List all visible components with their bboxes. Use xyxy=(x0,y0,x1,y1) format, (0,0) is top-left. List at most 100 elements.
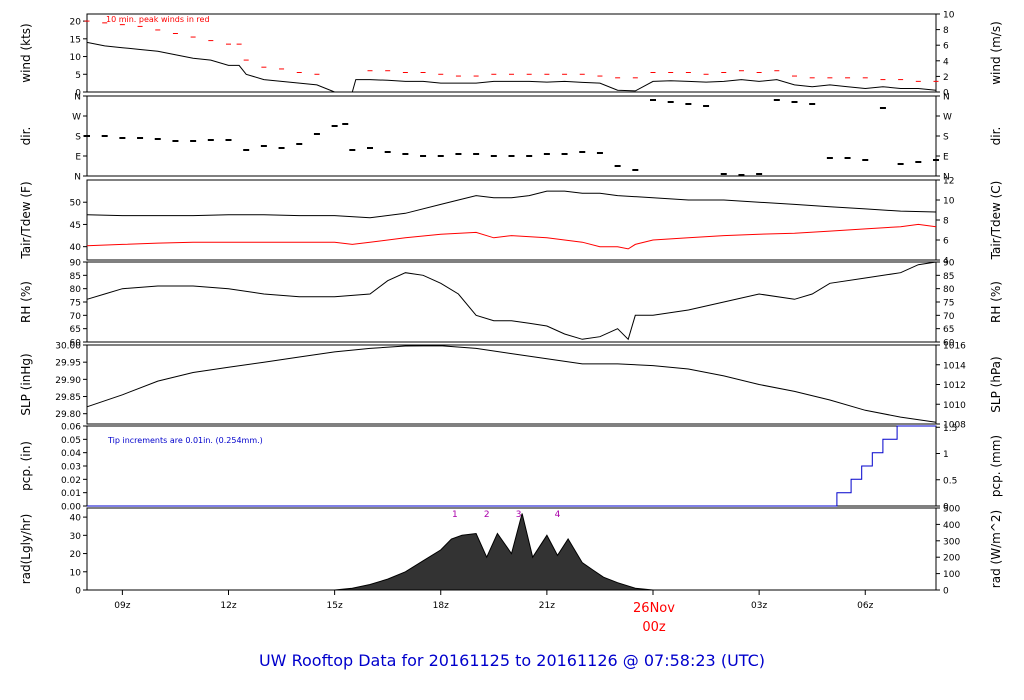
dir-point xyxy=(490,155,497,157)
left-tick-label-temp: 40 xyxy=(70,243,82,253)
right-tick-label-wind: 0 xyxy=(943,89,949,99)
right-tick-label-rh: 60 xyxy=(943,339,955,349)
right-tick-label-rh: 70 xyxy=(943,312,955,322)
ylabel-left-wind: wind (kts) xyxy=(19,23,33,82)
annotation-wind: 10 min. peak winds in red xyxy=(106,15,210,24)
dir-point xyxy=(650,99,656,101)
dir-point xyxy=(190,140,197,142)
dir-point xyxy=(685,103,692,105)
dir-point xyxy=(738,174,745,176)
right-tick-label-slp: 1010 xyxy=(943,401,966,411)
left-tick-label-rh: 65 xyxy=(70,325,81,335)
rad-marker: 1 xyxy=(452,510,458,520)
radiation-area xyxy=(334,513,654,591)
ylabel-left-rh: RH (%) xyxy=(19,281,33,323)
right-tick-label-wind: 4 xyxy=(943,57,949,67)
annotation-pcp: Tip increments are 0.01in. (0.254mm.) xyxy=(107,436,263,445)
right-tick-label-pcp: 1.5 xyxy=(943,424,957,434)
rad-marker: 4 xyxy=(555,510,561,520)
right-tick-label-rad: 500 xyxy=(943,505,960,515)
dir-point xyxy=(313,133,320,135)
dir-point xyxy=(437,155,444,157)
date-label-hour: 00z xyxy=(642,620,666,635)
dir-point xyxy=(561,153,568,155)
panel-frame-slp xyxy=(86,344,937,425)
left-tick-label-wind: 15 xyxy=(70,35,81,45)
left-tick-label-rad: 30 xyxy=(70,532,82,542)
series-line-temp-0 xyxy=(86,190,937,219)
dir-point xyxy=(349,149,356,151)
dir-point xyxy=(703,105,710,107)
x-tick-label: 09z xyxy=(114,601,130,611)
left-tick-label-rh: 60 xyxy=(70,339,82,349)
right-tick-label-dir: W xyxy=(943,113,952,123)
panel-frame-temp xyxy=(86,179,937,261)
series-line-rh-0 xyxy=(86,261,937,341)
left-tick-label-pcp: 0.01 xyxy=(61,489,81,499)
series-line-temp-1 xyxy=(86,223,937,250)
panel-temp: 40 45 50 4 6 8 10 12 Tair/Tdew (F) Tair/Tdew (C) xyxy=(19,177,1003,267)
right-tick-label-pcp: 1 xyxy=(943,450,949,460)
dir-point xyxy=(526,155,533,157)
panel-pcp: 0.00 0.01 0.02 0.03 0.04 0.05 0.06 0 0.5 1 1.5 pcp.… xyxy=(19,423,1003,513)
right-tick-label-rad: 400 xyxy=(943,521,960,531)
dir-point xyxy=(260,145,267,147)
right-tick-label-temp: 12 xyxy=(943,177,954,187)
right-tick-label-dir: N xyxy=(943,93,950,103)
dir-point xyxy=(596,152,603,154)
right-tick-label-wind: 10 xyxy=(943,11,955,21)
dir-point xyxy=(543,153,550,155)
panel-frame-wind xyxy=(86,13,937,93)
left-tick-label-temp: 50 xyxy=(70,199,82,209)
right-tick-label-wind: 2 xyxy=(943,73,949,83)
right-tick-label-rad: 0 xyxy=(943,587,949,597)
right-tick-label-rh: 65 xyxy=(943,325,954,335)
right-tick-label-pcp: 0 xyxy=(943,503,949,513)
right-tick-label-rad: 300 xyxy=(943,537,960,547)
rad-marker: 3 xyxy=(516,510,522,520)
dir-point xyxy=(809,103,816,105)
left-tick-label-dir: E xyxy=(75,153,81,163)
left-tick-label-dir: N xyxy=(74,173,81,183)
left-tick-label-rad: 20 xyxy=(70,550,82,560)
dir-point xyxy=(933,159,939,161)
left-tick-label-rh: 75 xyxy=(70,299,81,309)
x-tick-label: 12z xyxy=(220,601,236,611)
left-tick-label-slp: 30.00 xyxy=(55,342,81,352)
ylabel-right-rh: RH (%) xyxy=(989,281,1003,323)
dir-point xyxy=(844,157,851,159)
ylabel-left-rad: rad(Lgly/hr) xyxy=(19,514,33,585)
dir-point xyxy=(296,143,303,145)
right-tick-label-rh: 80 xyxy=(943,285,955,295)
right-tick-label-dir: S xyxy=(943,133,949,143)
ylabel-right-rad: rad (W/m^2) xyxy=(989,510,1003,588)
dir-point xyxy=(154,138,161,140)
dir-point xyxy=(862,159,869,161)
left-tick-label-rad: 40 xyxy=(70,514,82,524)
ylabel-left-dir: dir. xyxy=(19,127,33,146)
left-tick-label-temp: 45 xyxy=(70,221,81,231)
ylabel-left-temp: Tair/Tdew (F) xyxy=(19,181,33,259)
rad-marker: 2 xyxy=(484,510,490,520)
left-tick-label-dir: W xyxy=(72,113,81,123)
dir-point xyxy=(879,107,886,109)
right-tick-label-slp: 1016 xyxy=(943,342,966,352)
left-tick-label-pcp: 0.05 xyxy=(61,436,81,446)
chart-title: UW Rooftop Data for 20161125 to 20161126… xyxy=(259,651,765,670)
right-tick-label-temp: 8 xyxy=(943,217,949,227)
dir-point xyxy=(473,153,480,155)
left-tick-label-wind: 5 xyxy=(75,71,81,81)
left-tick-label-pcp: 0.02 xyxy=(61,476,81,486)
dir-point xyxy=(225,139,232,141)
ylabel-right-slp: SLP (hPa) xyxy=(989,356,1003,412)
dir-point xyxy=(207,139,214,141)
dir-point xyxy=(367,147,373,149)
series-line-wind-0 xyxy=(86,41,937,93)
ylabel-right-wind: wind (m/s) xyxy=(989,21,1003,85)
dir-point xyxy=(826,157,833,159)
right-tick-label-wind: 6 xyxy=(943,42,949,52)
x-tick-label: 03z xyxy=(751,601,767,611)
